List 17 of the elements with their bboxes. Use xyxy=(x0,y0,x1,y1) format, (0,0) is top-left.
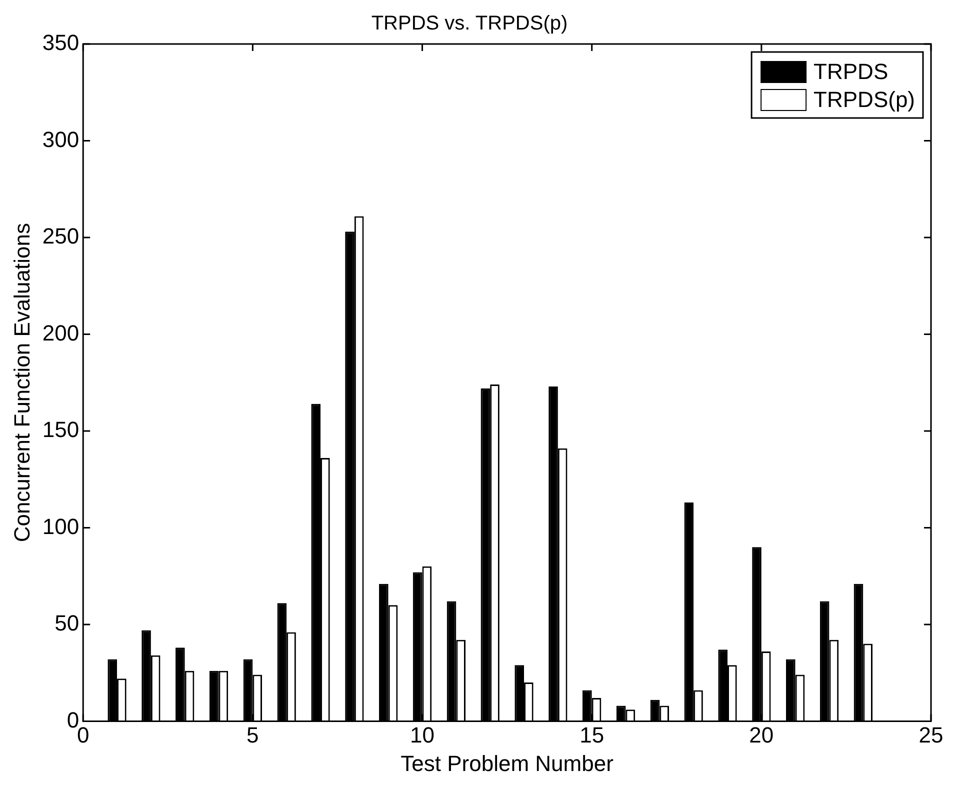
x-tick-label: 25 xyxy=(918,722,944,748)
x-axis-title: Test Problem Number xyxy=(400,750,614,776)
y-tick-label: 50 xyxy=(54,610,80,636)
y-axis-title: Concurrent Function Evaluations xyxy=(9,223,34,542)
y-tick-label: 250 xyxy=(42,224,80,249)
y-tick-label: 150 xyxy=(42,417,80,442)
legend-label: TRPDS(p) xyxy=(814,87,916,112)
y-tick-label: 300 xyxy=(42,126,80,152)
y-tick-label: 350 xyxy=(42,30,80,56)
x-tick-label: 20 xyxy=(749,722,774,748)
x-tick-label: 10 xyxy=(410,722,435,748)
chart-title: TRPDS vs. TRPDS(p) xyxy=(371,12,568,35)
x-tick-label: 15 xyxy=(580,722,604,748)
y-tick-label: 100 xyxy=(42,514,80,539)
x-tick-label: 5 xyxy=(246,722,259,748)
legend-label: TRPDS xyxy=(814,59,888,84)
y-tick-label: 200 xyxy=(42,320,80,346)
